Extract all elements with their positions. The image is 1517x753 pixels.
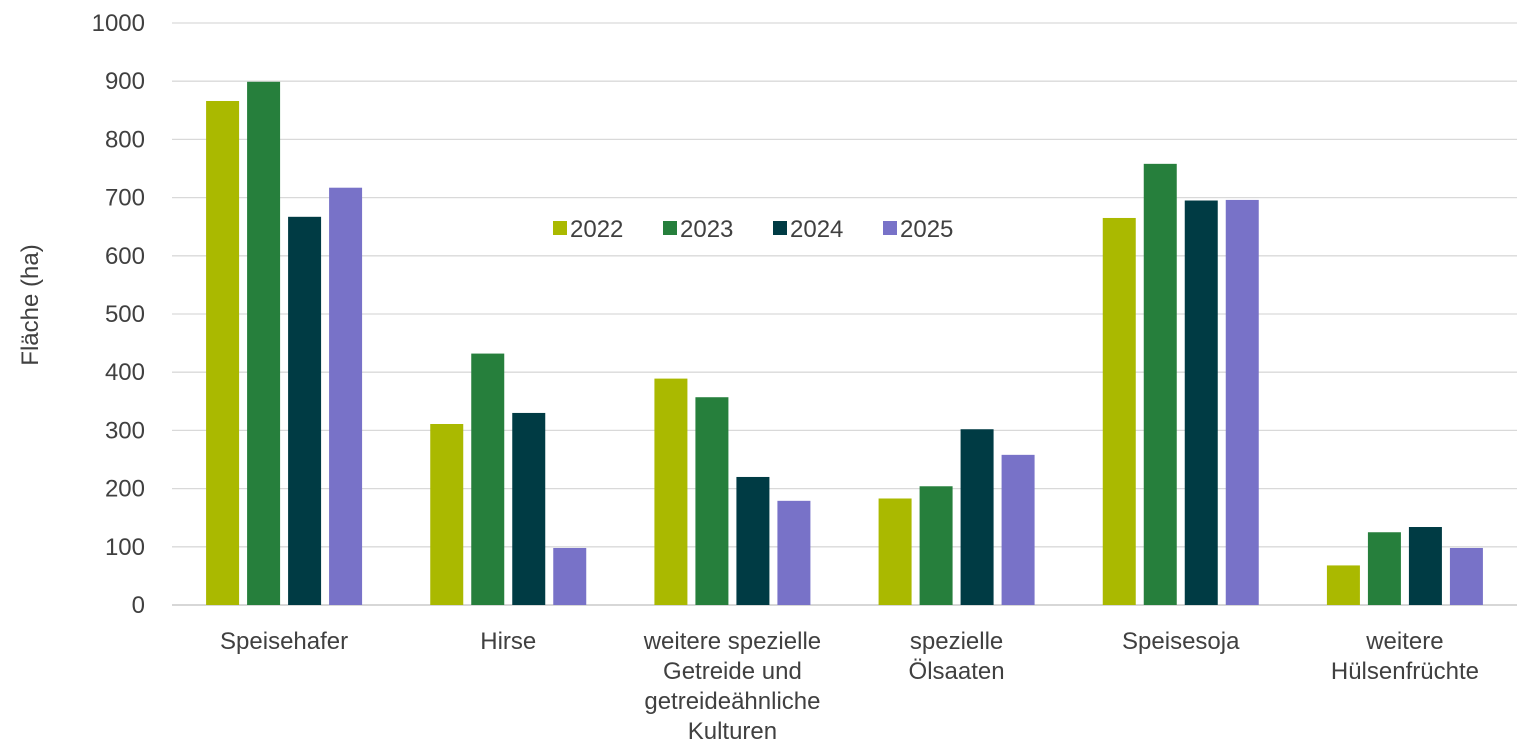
- legend-swatch-2023: [663, 221, 677, 235]
- y-tick-label: 700: [105, 185, 145, 212]
- bar-2023: [471, 353, 505, 605]
- bar-2024: [288, 216, 322, 605]
- y-tick-label: 800: [105, 126, 145, 153]
- bar-2025: [1001, 454, 1035, 605]
- bar-2023: [919, 486, 953, 605]
- y-axis-ticks: 0 100 200 300 400 500 600 700 800 900 1000: [92, 10, 145, 619]
- bar-2024: [512, 412, 546, 605]
- bar-2022: [206, 100, 240, 605]
- bar-2025: [1225, 199, 1259, 606]
- bar-2024: [736, 476, 770, 605]
- bar-2024: [1408, 527, 1442, 605]
- bar-2023: [695, 397, 729, 605]
- bar-2025: [553, 547, 587, 605]
- y-tick-label: 500: [105, 301, 145, 328]
- bar-2023: [247, 81, 281, 606]
- legend-label-2022: 2022: [570, 216, 623, 243]
- gridlines: [172, 22, 1517, 606]
- y-tick-label: 1000: [92, 10, 145, 37]
- x-tick-label: Hirse: [480, 628, 536, 655]
- y-tick-label: 900: [105, 68, 145, 95]
- bar-2022: [1102, 217, 1136, 605]
- legend-swatch-2025: [883, 221, 897, 235]
- x-tick-label: weitere spezielle Getreide und getreideähn…: [643, 628, 821, 745]
- legend-label-2025: 2025: [900, 216, 953, 243]
- bar-2022: [1326, 565, 1360, 605]
- y-tick-label: 100: [105, 534, 145, 561]
- x-axis-labels: Speisehafer Hirse weitere spezielle Getreid…: [220, 628, 1479, 745]
- bar-2022: [430, 423, 464, 605]
- x-tick-label: Speisehafer: [220, 628, 348, 655]
- x-tick-label: weitere Hülsenfrüchte: [1331, 628, 1479, 685]
- bar-2022: [878, 498, 912, 605]
- y-tick-label: 300: [105, 417, 145, 444]
- legend-swatch-2024: [773, 221, 787, 235]
- x-tick-label: spezielle Ölsaaten: [909, 628, 1005, 685]
- legend-label-2023: 2023: [680, 216, 733, 243]
- y-axis-label: Fläche (ha): [17, 244, 44, 365]
- bar-2024: [1184, 200, 1218, 605]
- x-tick-label: Speisesoja: [1122, 628, 1240, 655]
- bar-2023: [1143, 163, 1177, 605]
- bar-2025: [1449, 547, 1483, 605]
- bars: [206, 81, 1483, 606]
- y-tick-label: 200: [105, 476, 145, 503]
- legend-label-2024: 2024: [790, 216, 843, 243]
- legend-swatch-2022: [553, 221, 567, 235]
- legend: 2022 2023 2024 2025: [553, 216, 953, 243]
- bar-2025: [329, 187, 363, 605]
- bar-2022: [654, 378, 688, 605]
- y-tick-label: 400: [105, 359, 145, 386]
- y-tick-label: 0: [132, 592, 145, 619]
- bar-2023: [1367, 532, 1401, 605]
- bar-2025: [777, 500, 811, 605]
- bar-2024: [960, 429, 994, 605]
- y-tick-label: 600: [105, 243, 145, 270]
